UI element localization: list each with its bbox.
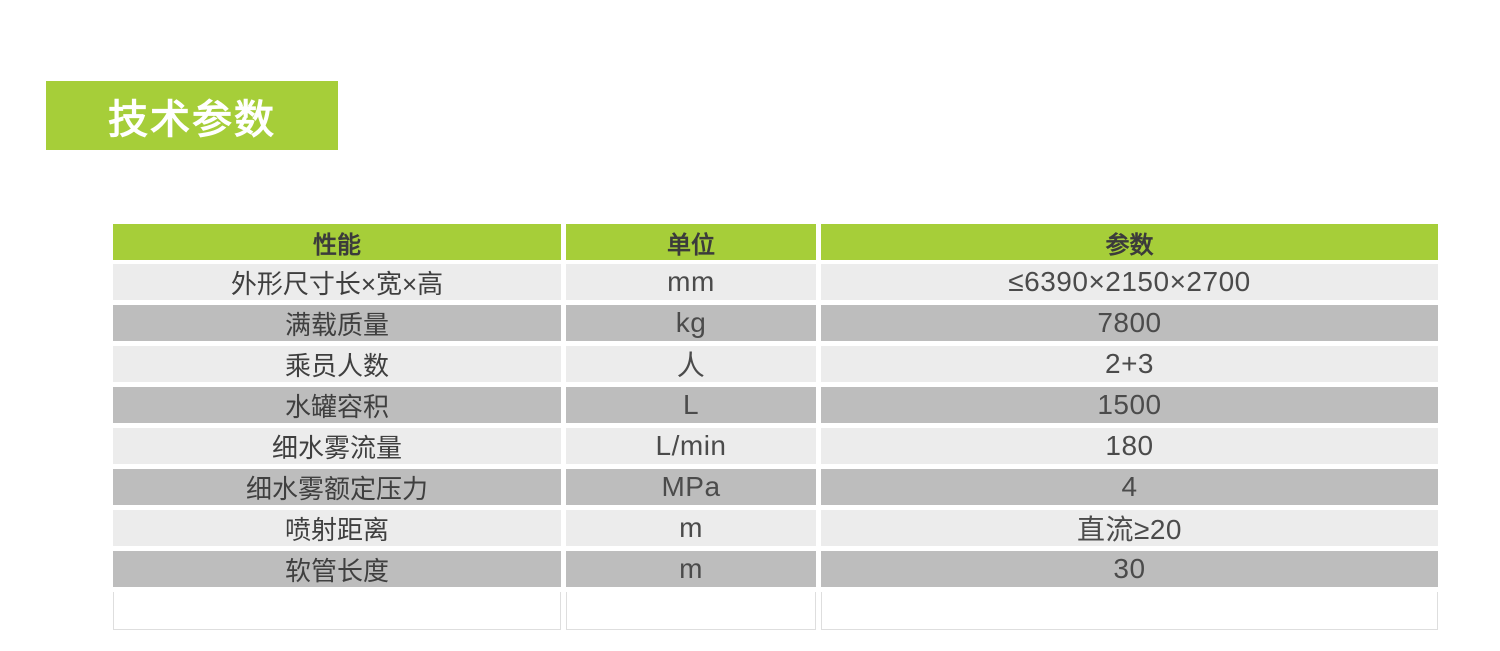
- cell-unit: mm: [566, 264, 816, 300]
- cell-value: 4: [821, 469, 1438, 505]
- cell-unit: m: [566, 510, 816, 546]
- cell-property: 软管长度: [113, 551, 561, 587]
- table-header-row: 性能 单位 参数: [113, 224, 1438, 260]
- cell-value: 1500: [821, 387, 1438, 423]
- table-row: 外形尺寸长×宽×高 mm ≤6390×2150×2700: [113, 264, 1438, 300]
- cell-value: 30: [821, 551, 1438, 587]
- cell-value: ≤6390×2150×2700: [821, 264, 1438, 300]
- cell-property: 细水雾流量: [113, 428, 561, 464]
- cell-property: 细水雾额定压力: [113, 469, 561, 505]
- column-header-unit: 单位: [566, 224, 816, 260]
- spec-table: 性能 单位 参数 外形尺寸长×宽×高 mm ≤6390×2150×2700 满载…: [113, 224, 1438, 630]
- column-header-performance: 性能: [113, 224, 561, 260]
- cell-property: 满载质量: [113, 305, 561, 341]
- table-row: 细水雾额定压力 MPa 4: [113, 469, 1438, 505]
- column-header-parameter: 参数: [821, 224, 1438, 260]
- table-row: 水罐容积 L 1500: [113, 387, 1438, 423]
- empty-cell: [566, 592, 816, 630]
- cell-property: 喷射距离: [113, 510, 561, 546]
- cell-property: 外形尺寸长×宽×高: [113, 264, 561, 300]
- cell-value: 直流≥20: [821, 510, 1438, 546]
- section-title: 技术参数: [108, 97, 276, 142]
- empty-cell: [113, 592, 561, 630]
- section-title-badge: 技术参数: [46, 81, 338, 150]
- table-empty-row: [113, 592, 1438, 630]
- cell-property: 乘员人数: [113, 346, 561, 382]
- table-row: 软管长度 m 30: [113, 551, 1438, 587]
- cell-value: 2+3: [821, 346, 1438, 382]
- empty-cell: [821, 592, 1438, 630]
- cell-unit: m: [566, 551, 816, 587]
- cell-unit: kg: [566, 305, 816, 341]
- table-row: 细水雾流量 L/min 180: [113, 428, 1438, 464]
- cell-unit: MPa: [566, 469, 816, 505]
- cell-unit: 人: [566, 346, 816, 382]
- cell-property: 水罐容积: [113, 387, 561, 423]
- cell-unit: L: [566, 387, 816, 423]
- table-row: 乘员人数 人 2+3: [113, 346, 1438, 382]
- cell-unit: L/min: [566, 428, 816, 464]
- table-row: 喷射距离 m 直流≥20: [113, 510, 1438, 546]
- cell-value: 180: [821, 428, 1438, 464]
- cell-value: 7800: [821, 305, 1438, 341]
- table-row: 满载质量 kg 7800: [113, 305, 1438, 341]
